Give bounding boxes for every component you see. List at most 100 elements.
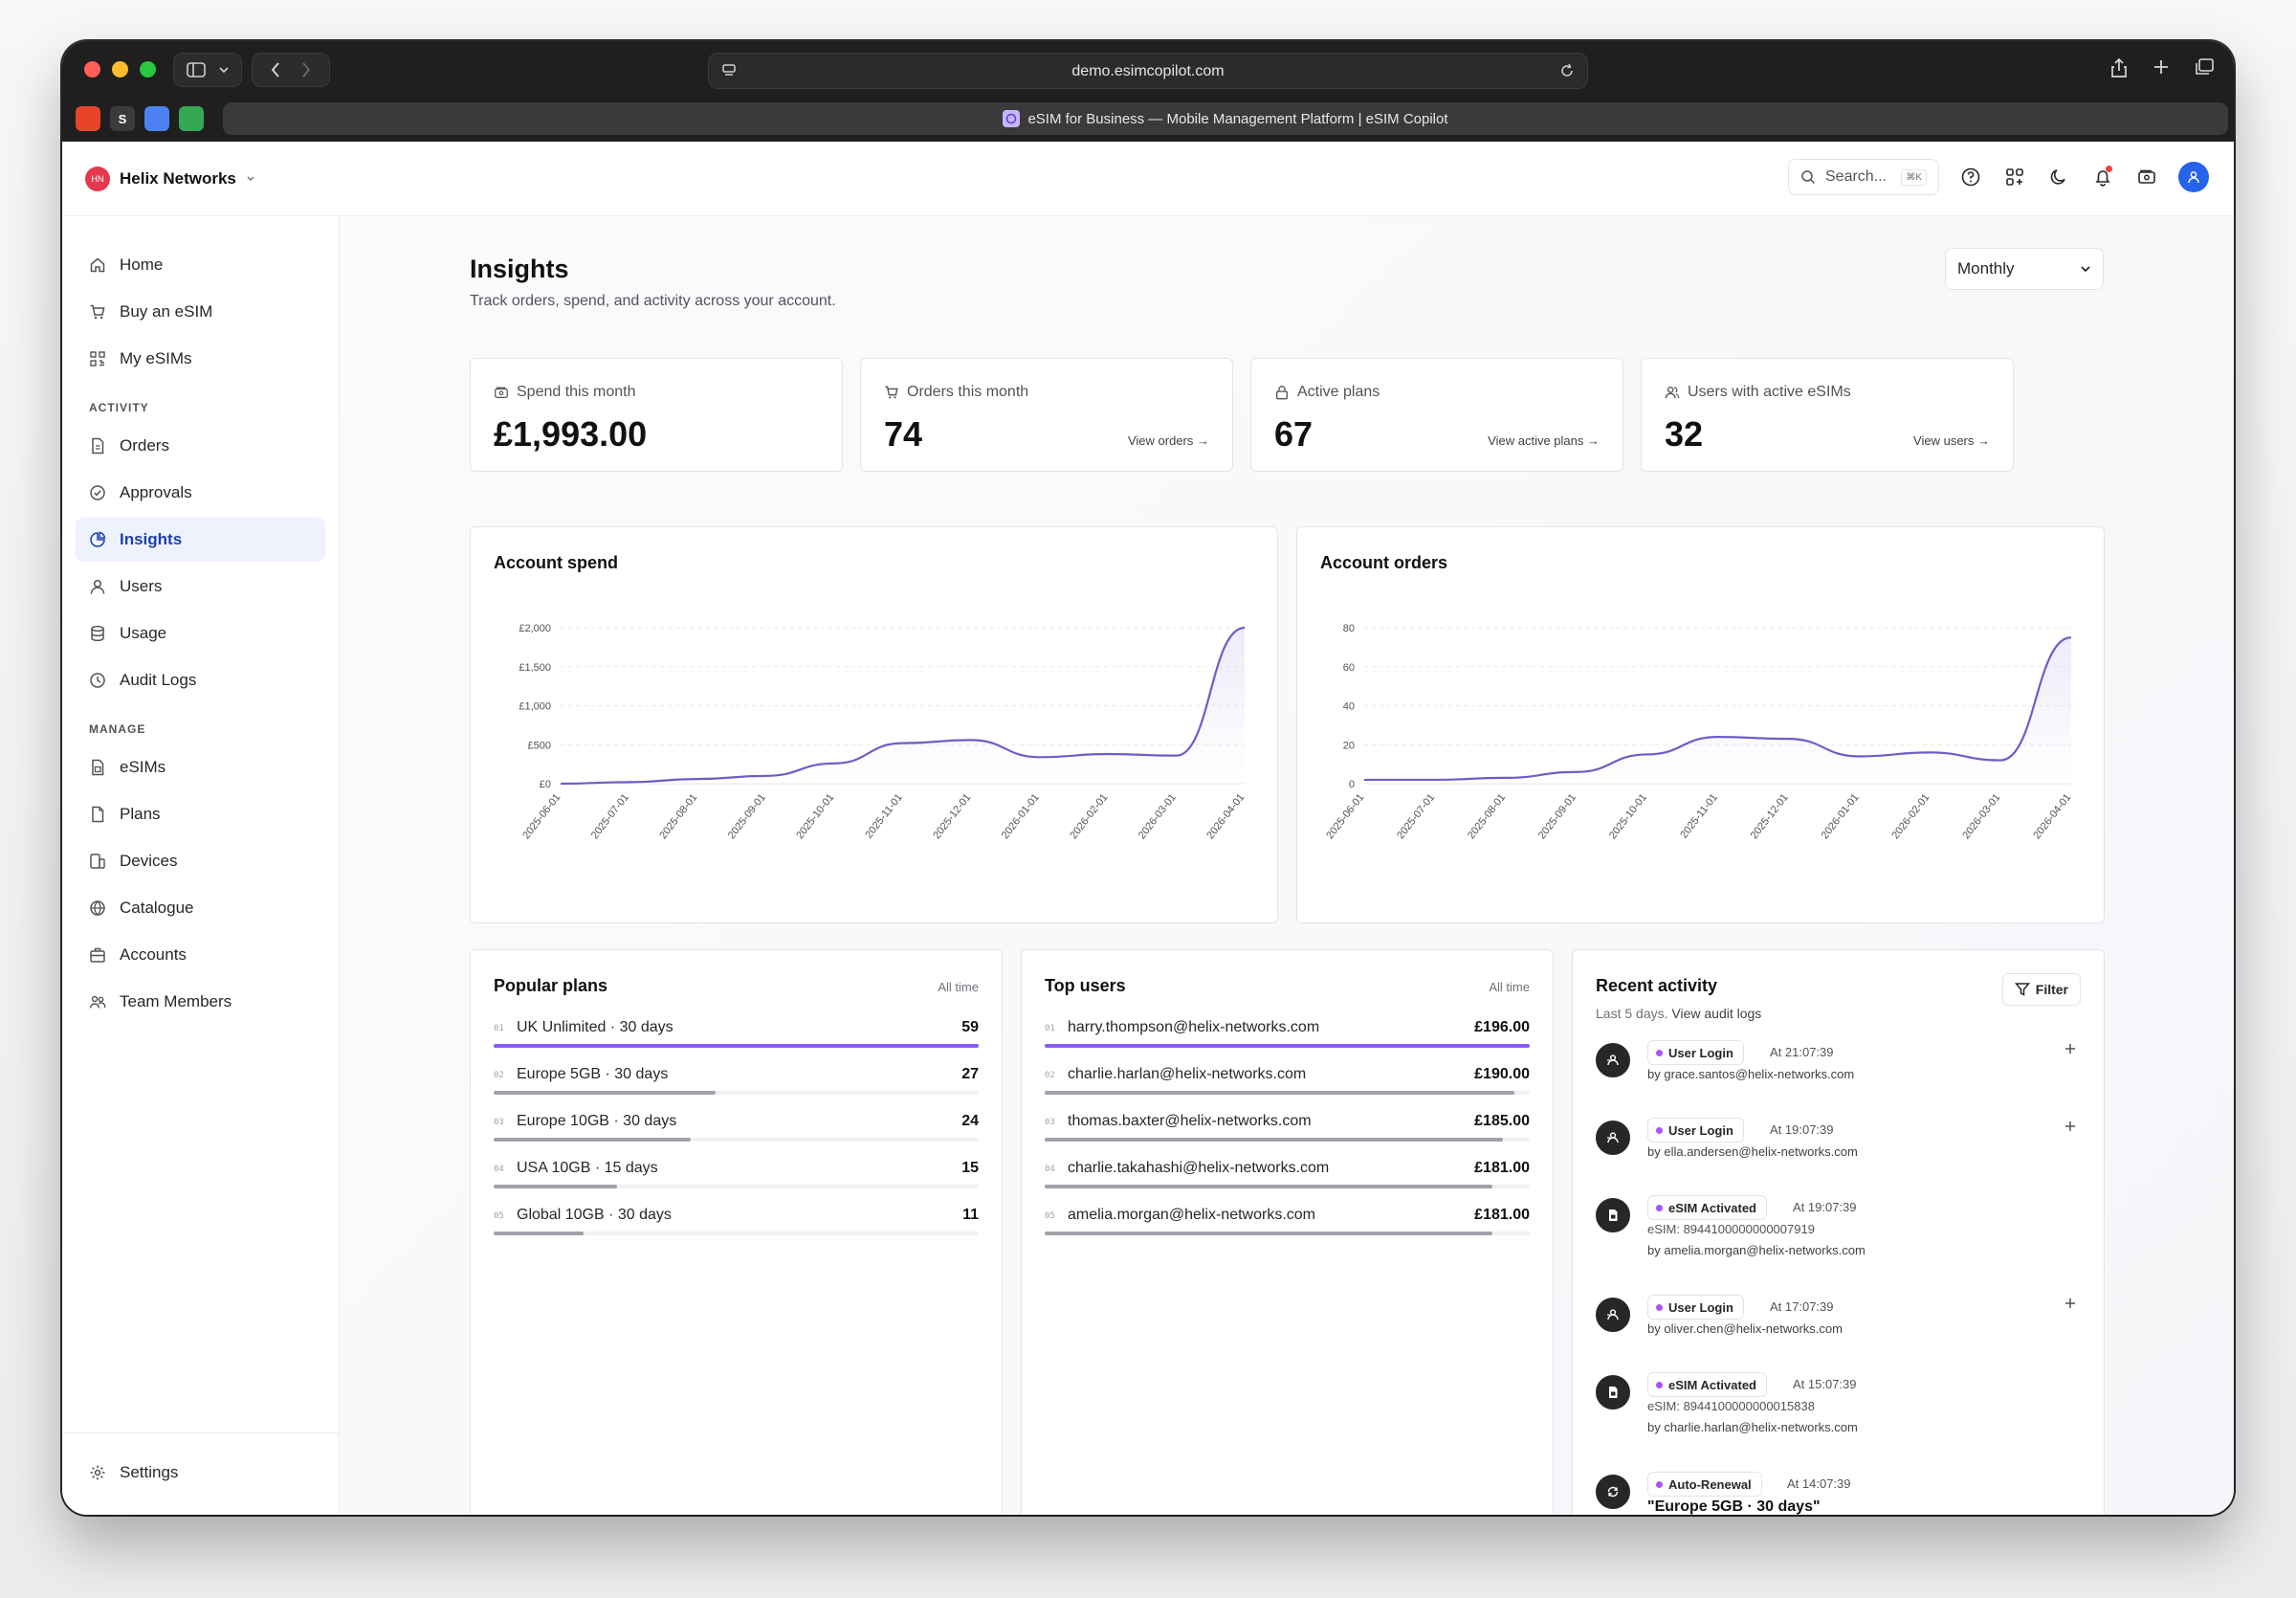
list-item[interactable]: 04 USA 10GB · 15 days 15 [494, 1158, 979, 1205]
tab-active[interactable]: eSIM for Business — Mobile Management Pl… [223, 102, 2228, 135]
zoom-window-button[interactable] [140, 61, 156, 78]
notifications-button[interactable] [2090, 165, 2115, 189]
rank-number: 01 [1045, 1024, 1055, 1033]
url-text: demo.esimcopilot.com [1071, 63, 1225, 79]
sidebar-item-plans[interactable]: Plans [76, 792, 325, 836]
main-content: Insights Track orders, spend, and activi… [340, 216, 2234, 1515]
forward-icon[interactable] [301, 62, 311, 78]
browser-window: demo.esimcopilot.com S eSIM for Business… [62, 41, 2234, 1515]
activity-type-badge: User Login [1647, 1118, 1744, 1143]
activity-actor: by oliver.chen@helix-networks.com [1647, 1321, 1843, 1336]
wallet-button[interactable] [2134, 165, 2159, 189]
new-tab-icon[interactable] [2152, 57, 2171, 77]
globe-icon [90, 900, 105, 916]
sidebar-item-audit-logs[interactable]: Audit Logs [76, 658, 325, 702]
flag-app-icon[interactable] [76, 106, 100, 131]
rank-bar-fill [494, 1044, 979, 1048]
chart-title: Account orders [1320, 553, 1448, 572]
sim-icon [92, 759, 104, 776]
rank-number: 05 [494, 1211, 504, 1221]
list-item[interactable]: 01 harry.thompson@helix-networks.com £196.… [1045, 1017, 1530, 1064]
sidebar-item-label: Approvals [120, 483, 192, 501]
sidebar-item-buy-an-esim[interactable]: Buy an eSIM [76, 290, 325, 334]
kpi-value: 32 [1665, 414, 1704, 454]
user-avatar[interactable] [2178, 162, 2209, 192]
expand-button[interactable] [2064, 1297, 2077, 1315]
s-app-icon[interactable]: S [110, 106, 135, 131]
sidebar-item-my-esims[interactable]: My eSIMs [76, 337, 325, 381]
kpi-link[interactable]: View users → [1913, 433, 1990, 448]
period-select[interactable]: Monthly [1945, 248, 2104, 290]
list-item[interactable]: 05 amelia.morgan@helix-networks.com £181.0… [1045, 1205, 1530, 1252]
list-item[interactable]: 02 charlie.harlan@helix-networks.com £190.… [1045, 1064, 1530, 1111]
panel-title: Popular plans [494, 976, 608, 995]
sidebar-item-devices[interactable]: Devices [76, 839, 325, 883]
kpi-link[interactable]: View orders → [1127, 433, 1209, 448]
rank-number: 04 [1045, 1165, 1055, 1174]
filter-button[interactable]: Filter [2001, 973, 2081, 1006]
sidebar-item-team-members[interactable]: Team Members [76, 980, 325, 1024]
minimize-window-button[interactable] [112, 61, 128, 78]
rank-value: £181.00 [1474, 1160, 1530, 1176]
list-item[interactable]: 02 Europe 5GB · 30 days 27 [494, 1064, 979, 1111]
sidebar-item-home[interactable]: Home [76, 243, 325, 287]
theme-toggle-button[interactable] [2046, 165, 2071, 189]
sidebar-item-insights[interactable]: Insights [76, 518, 325, 562]
sidebar-item-label: Plans [120, 805, 161, 823]
sidebar-item-orders[interactable]: Orders [76, 424, 325, 468]
back-icon[interactable] [271, 62, 280, 78]
kpi-link[interactable]: View active plans → [1488, 433, 1600, 448]
kpi-value: 74 [884, 414, 923, 454]
help-button[interactable] [1958, 165, 1983, 189]
rank-number: 03 [494, 1118, 504, 1127]
list-item[interactable]: 04 charlie.takahashi@helix-networks.com £1… [1045, 1158, 1530, 1205]
list-item[interactable]: 05 Global 10GB · 30 days 11 [494, 1205, 979, 1252]
sidebar-item-esims[interactable]: eSIMs [76, 745, 325, 789]
site-settings-icon[interactable] [720, 62, 738, 79]
kpi-label-text: Orders this month [907, 384, 1029, 400]
blue-circle-app-icon[interactable] [144, 106, 169, 131]
reload-icon[interactable] [1558, 62, 1576, 79]
search-input[interactable]: Search... ⌘K [1788, 159, 1939, 195]
sidebar-toggle-button[interactable] [173, 53, 242, 87]
rank-number: 01 [494, 1024, 504, 1033]
org-switcher[interactable]: HN Helix Networks [85, 166, 255, 191]
sidebar-item-approvals[interactable]: Approvals [76, 471, 325, 515]
y-tick-label: £1,500 [519, 662, 551, 674]
org-avatar: HN [85, 166, 110, 191]
share-icon[interactable] [2109, 57, 2129, 78]
sidebar-item-catalogue[interactable]: Catalogue [76, 886, 325, 930]
activity-time: At 19:07:39 [1793, 1200, 1857, 1214]
list-item[interactable]: 03 Europe 10GB · 30 days 24 [494, 1111, 979, 1158]
apps-button[interactable] [2002, 165, 2027, 189]
x-tick-label: 2025-08-01 [657, 791, 699, 841]
account-orders-chart: 0 20 40 60 80 2025-06-01 2025-07-01 2025-08-01 2… [1324, 623, 2073, 841]
rank-value: 15 [961, 1160, 979, 1176]
address-bar[interactable]: demo.esimcopilot.com [708, 53, 1588, 89]
rank-name: Europe 10GB · 30 days [517, 1113, 677, 1129]
period-value: Monthly [1957, 259, 2015, 277]
sim-icon [1609, 1387, 1618, 1398]
tab-overview-icon[interactable] [2194, 57, 2215, 77]
activity-type-badge: Auto-Renewal [1647, 1472, 1762, 1497]
account-spend-card: Account spend £0 £500 £1,000 £1,500 £2,000 20… [470, 526, 1278, 923]
x-tick-label: 2026-03-01 [1960, 791, 2002, 841]
sidebar-item-settings[interactable]: Settings [76, 1451, 325, 1495]
close-window-button[interactable] [84, 61, 100, 78]
x-tick-label: 2026-04-01 [2031, 791, 2073, 841]
expand-button[interactable] [2064, 1042, 2077, 1060]
activity-esim-id: eSIM: 8944100000000007919 [1647, 1222, 1815, 1236]
multicolor-app-icon[interactable] [179, 106, 204, 131]
expand-button[interactable] [2064, 1120, 2077, 1138]
list-item[interactable]: 01 UK Unlimited · 30 days 59 [494, 1017, 979, 1064]
sidebar-item-users[interactable]: Users [76, 565, 325, 609]
sidebar-item-accounts[interactable]: Accounts [76, 933, 325, 977]
activity-time: At 15:07:39 [1793, 1377, 1857, 1391]
rank-bar-fill [1045, 1232, 1492, 1235]
renew-icon [1607, 1486, 1619, 1498]
activity-type: Auto-Renewal [1668, 1476, 1752, 1492]
view-audit-logs-link[interactable]: View audit logs [1671, 1006, 1762, 1021]
sidebar-item-usage[interactable]: Usage [76, 611, 325, 655]
activity-type-badge: eSIM Activated [1647, 1372, 1767, 1397]
list-item[interactable]: 03 thomas.baxter@helix-networks.com £185.0… [1045, 1111, 1530, 1158]
